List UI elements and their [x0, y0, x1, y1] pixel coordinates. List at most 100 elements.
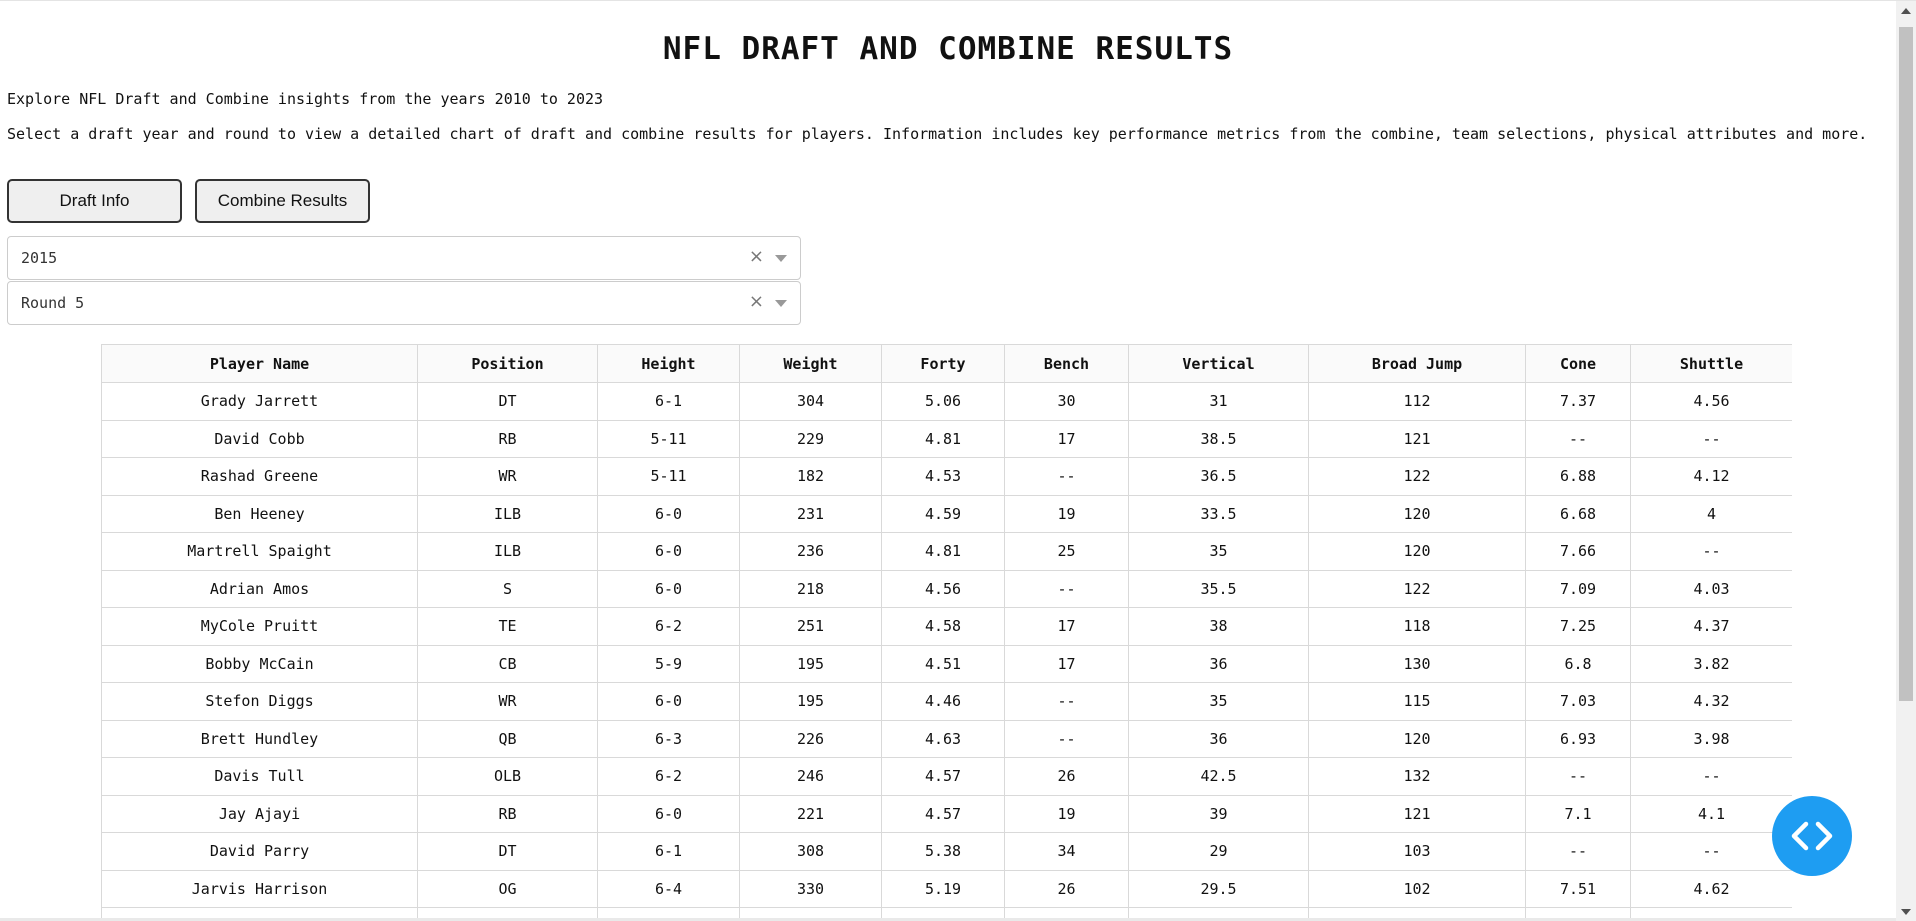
table-cell: 226	[739, 719, 882, 758]
column-header: Forty	[881, 344, 1005, 383]
table-cell: QB	[417, 719, 598, 758]
code-fab-button[interactable]	[1772, 796, 1852, 876]
table-cell: 30	[1004, 382, 1129, 421]
table-cell: Adrian Amos	[101, 569, 418, 608]
table-cell: --	[1004, 682, 1129, 721]
table-cell: DT	[417, 382, 598, 421]
table-cell: 120	[1308, 719, 1526, 758]
table-cell: 38.5	[1128, 419, 1309, 458]
scroll-up-icon[interactable]	[1901, 8, 1911, 14]
table-cell: MyCole Pruitt	[101, 607, 418, 646]
table-cell: --	[1004, 569, 1129, 608]
table-cell: Stefon Diggs	[101, 682, 418, 721]
table-cell: 7.66	[1525, 532, 1631, 571]
table-cell: 7.37	[1525, 382, 1631, 421]
table-cell: 17	[1004, 644, 1129, 683]
table-cell: 121	[1308, 419, 1526, 458]
scrollbar-thumb[interactable]	[1899, 27, 1913, 701]
table-cell: 4.59	[881, 494, 1005, 533]
table-cell: 29	[1128, 832, 1309, 871]
table-cell: 236	[739, 532, 882, 571]
horizontal-scroll-track	[0, 918, 1896, 921]
table-cell: 112	[1308, 382, 1526, 421]
table-cell: 7.51	[1525, 869, 1631, 908]
table-cell: 6-1	[597, 832, 740, 871]
table-row: Davis Tull OLB 6-2 246 4.57 26 42.5 132 -- --	[101, 757, 1792, 796]
table-cell: WR	[417, 457, 598, 496]
table-cell: 5-9	[597, 644, 740, 683]
table-cell: DT	[417, 832, 598, 871]
table-cell: --	[1525, 419, 1631, 458]
table-cell: 35	[1128, 682, 1309, 721]
table-row: David Parry DT 6-1 308 5.38 34 29 103 -- --	[101, 832, 1792, 871]
table-cell: 3.98	[1630, 719, 1792, 758]
table-cell: 4.62	[1630, 869, 1792, 908]
page-title: NFL DRAFT AND COMBINE RESULTS	[662, 31, 1234, 67]
table-cell: 17	[1004, 419, 1129, 458]
chevron-down-icon[interactable]	[775, 300, 787, 307]
combine-results-button[interactable]: Combine Results	[195, 179, 370, 223]
table-cell: 6-4	[597, 869, 740, 908]
table-cell: 5.38	[881, 832, 1005, 871]
table-cell: 36	[1128, 719, 1309, 758]
table-cell: 4.56	[1630, 382, 1792, 421]
table-row: MyCole Pruitt TE 6-2 251 4.58 17 38 118 7.25 4.37	[101, 607, 1792, 646]
table-cell: --	[1630, 832, 1792, 871]
table-cell: 6.93	[1525, 719, 1631, 758]
table-row: Stefon Diggs WR 6-0 195 4.46 -- 35 115 7.03 4.32	[101, 682, 1792, 721]
column-header: Position	[417, 344, 598, 383]
table-row: Martrell Spaight ILB 6-0 236 4.81 25 35 120 7.66…	[101, 532, 1792, 571]
table-cell: WR	[417, 682, 598, 721]
table-cell: 38	[1128, 607, 1309, 646]
round-select-value: Round 5	[21, 294, 85, 312]
table-cell: --	[1525, 832, 1631, 871]
table-cell: 6-2	[597, 607, 740, 646]
table-cell: 4.57	[881, 757, 1005, 796]
table-cell: 130	[1308, 644, 1526, 683]
page-subtitle: Explore NFL Draft and Combine insights f…	[7, 90, 604, 108]
table-cell: 195	[739, 644, 882, 683]
chevron-down-icon[interactable]	[775, 255, 787, 262]
table-cell: 121	[1308, 794, 1526, 833]
vertical-scrollbar[interactable]	[1896, 1, 1916, 921]
close-icon[interactable]: ×	[748, 246, 764, 267]
results-table: Player Name Position Height Weight Forty Benc…	[101, 344, 1792, 921]
table-cell: 19	[1004, 794, 1129, 833]
results-table-container: Player Name Position Height Weight Forty Benc…	[101, 344, 1792, 921]
table-header-row: Player Name Position Height Weight Forty Benc…	[101, 344, 1792, 383]
table-cell: ILB	[417, 532, 598, 571]
table-row: Bobby McCain CB 5-9 195 4.51 17 36 130 6.8 3.82	[101, 644, 1792, 683]
table-row: Jarvis Harrison OG 6-4 330 5.19 26 29.5 102 7.51…	[101, 869, 1792, 908]
table-cell: 4.81	[881, 532, 1005, 571]
year-select[interactable]: 2015 ×	[7, 236, 801, 280]
table-cell: Davis Tull	[101, 757, 418, 796]
table-cell: 3.82	[1630, 644, 1792, 683]
table-cell: OG	[417, 869, 598, 908]
table-cell: 26	[1004, 869, 1129, 908]
page-description: Select a draft year and round to view a …	[7, 125, 1868, 143]
table-cell: 6.8	[1525, 644, 1631, 683]
table-cell: Brett Hundley	[101, 719, 418, 758]
table-cell: 221	[739, 794, 882, 833]
draft-info-button[interactable]: Draft Info	[7, 179, 182, 223]
table-cell: 4.1	[1630, 794, 1792, 833]
table-cell: ILB	[417, 494, 598, 533]
scroll-down-icon[interactable]	[1901, 909, 1911, 915]
round-select[interactable]: Round 5 ×	[7, 281, 801, 325]
table-row: Rashad Greene WR 5-11 182 4.53 -- 36.5 122 6.88 4…	[101, 457, 1792, 496]
table-cell: 218	[739, 569, 882, 608]
table-cell: 31	[1128, 382, 1309, 421]
year-select-value: 2015	[21, 249, 58, 267]
table-cell: 5-11	[597, 457, 740, 496]
table-cell: 6-0	[597, 569, 740, 608]
table-cell: 4.53	[881, 457, 1005, 496]
table-cell: 36.5	[1128, 457, 1309, 496]
table-cell: 6-2	[597, 757, 740, 796]
column-header: Cone	[1525, 344, 1631, 383]
table-cell: 6-0	[597, 532, 740, 571]
close-icon[interactable]: ×	[748, 291, 764, 312]
table-cell: 103	[1308, 832, 1526, 871]
table-cell: Ben Heeney	[101, 494, 418, 533]
